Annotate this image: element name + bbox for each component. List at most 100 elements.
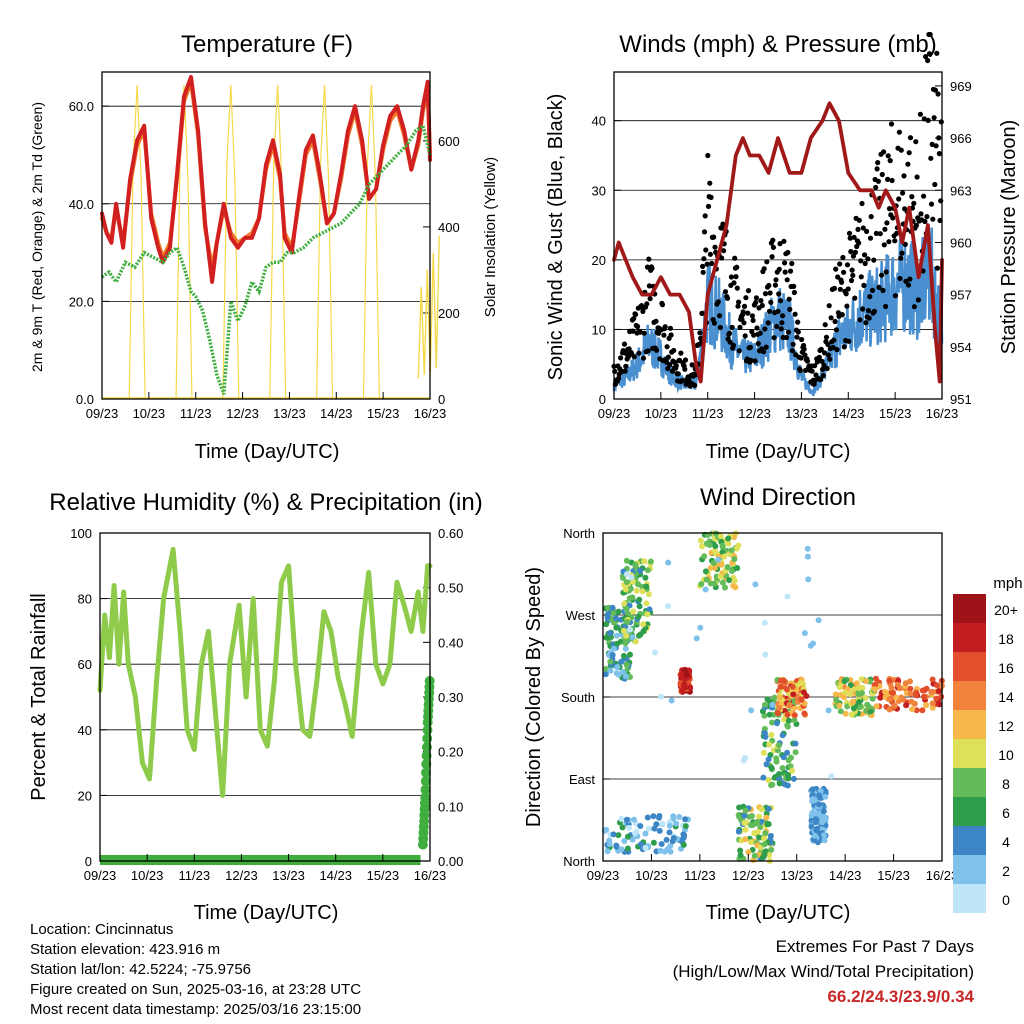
direction-point <box>784 593 791 600</box>
direction-point <box>702 568 709 575</box>
gust-point <box>937 217 943 224</box>
direction-point <box>623 816 630 823</box>
gust-point <box>900 190 906 196</box>
direction-point <box>933 695 940 702</box>
gust-point <box>911 304 918 310</box>
gust-point <box>728 274 735 280</box>
direction-point <box>697 624 704 631</box>
gust-point <box>678 350 684 356</box>
gust-point <box>782 260 788 266</box>
gust-point <box>664 344 670 350</box>
gust-point <box>820 366 826 372</box>
dewpoint-line <box>100 122 432 395</box>
direction-point <box>741 820 748 826</box>
direction-point <box>613 843 620 850</box>
direction-point <box>636 596 643 603</box>
direction-point <box>656 827 663 834</box>
direction-point <box>718 561 725 568</box>
direction-point <box>621 838 628 844</box>
direction-point <box>919 707 926 714</box>
direction-point <box>703 576 710 583</box>
direction-point <box>646 606 653 613</box>
direction-point <box>865 703 872 710</box>
gust-point <box>767 290 773 296</box>
direction-point <box>784 711 791 718</box>
legend-label: 2 <box>1002 863 1010 879</box>
gust-point <box>653 318 659 324</box>
direction-point <box>706 542 713 548</box>
direction-point <box>673 820 680 827</box>
legend-swatch <box>953 739 986 768</box>
gust-point <box>682 366 688 372</box>
direction-point <box>913 707 920 714</box>
gust-point <box>925 117 931 123</box>
direction-ytick-label: North <box>563 854 595 869</box>
gust-point <box>701 229 708 235</box>
legend-swatch <box>953 855 986 884</box>
winds-ytick-label: 40 <box>592 114 606 129</box>
gust-point <box>914 174 920 180</box>
station-info: Location: Cincinnatus Station elevation:… <box>30 920 361 1020</box>
gust-point <box>717 324 723 331</box>
direction-point <box>643 583 650 590</box>
direction-point <box>609 652 616 658</box>
gust-point <box>635 323 641 330</box>
humidity-xtick-label: 16/23 <box>414 868 447 883</box>
temperature-ytick-label: 60.0 <box>69 99 94 114</box>
legend-label: 18 <box>998 631 1014 647</box>
direction-point <box>768 782 775 789</box>
humidity-xtick-label: 11/23 <box>178 868 210 883</box>
gust-point <box>667 362 673 368</box>
direction-point <box>644 814 651 821</box>
temperature-ylabel-left: 2m & 9m T (Red, Orange) & 2m Td (Green) <box>29 102 45 372</box>
solar-insolation-line <box>128 84 146 400</box>
gust-point <box>896 196 902 202</box>
gust-point <box>698 335 704 341</box>
direction-point <box>745 849 752 856</box>
direction-point <box>644 611 651 618</box>
gust-point <box>752 358 758 364</box>
direction-point <box>613 624 620 631</box>
gust-point <box>775 308 781 314</box>
direction-point <box>815 617 822 624</box>
direction-point <box>623 579 630 586</box>
gust-point <box>734 285 740 291</box>
direction-point <box>923 702 930 708</box>
direction-point <box>624 619 631 625</box>
gust-point <box>777 241 783 247</box>
gust-point <box>892 293 899 299</box>
gust-point <box>825 352 832 358</box>
direction-point <box>766 711 773 718</box>
direction-point <box>774 747 781 754</box>
temperature-title: Temperature (F) <box>181 31 353 58</box>
gust-point <box>907 276 913 282</box>
gust-point <box>640 355 647 361</box>
direction-point <box>791 712 798 719</box>
gust-point <box>782 269 788 275</box>
direction-title: Wind Direction <box>700 484 856 511</box>
gust-point <box>711 320 718 326</box>
direction-point <box>762 651 769 658</box>
gust-point <box>851 234 857 240</box>
gust-point <box>848 277 855 284</box>
direction-xtick-label: 10/23 <box>635 868 668 883</box>
direction-point <box>920 693 927 700</box>
direction-point <box>624 845 631 852</box>
direction-point <box>620 652 627 659</box>
direction-point <box>801 710 808 717</box>
gust-point <box>818 377 824 383</box>
direction-point <box>615 608 622 615</box>
gust-point <box>809 368 815 374</box>
direction-point <box>768 846 775 853</box>
direction-point <box>801 630 808 637</box>
direction-point <box>792 740 799 747</box>
gust-point <box>799 336 805 343</box>
direction-point <box>809 809 816 816</box>
extremes-title: Extremes For Past 7 Days <box>775 937 974 956</box>
gust-point <box>646 283 653 289</box>
winds-xtick-label: 16/23 <box>926 406 959 421</box>
temperature-xtick-label: 14/23 <box>320 406 353 421</box>
direction-point <box>807 642 814 649</box>
gust-point <box>931 115 937 121</box>
direction-point <box>757 824 764 831</box>
